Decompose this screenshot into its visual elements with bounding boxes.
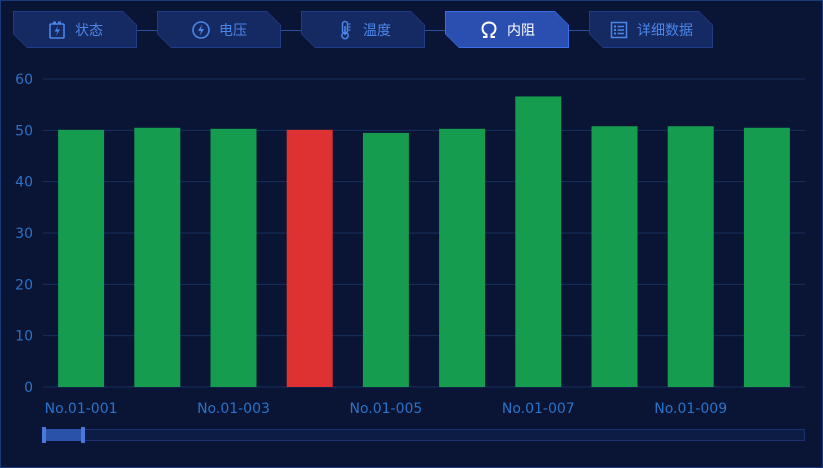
tab-resistance[interactable]: 内阻 bbox=[445, 11, 569, 48]
ohm-icon bbox=[479, 20, 499, 40]
bar-No.01-001 bbox=[58, 129, 105, 387]
y-tick-label: 50 bbox=[15, 123, 33, 139]
y-tick-label: 60 bbox=[15, 72, 33, 88]
bar-No.01-008 bbox=[591, 126, 638, 387]
x-tick-label: No.01-009 bbox=[654, 401, 727, 417]
tab-label: 内阻 bbox=[507, 22, 535, 39]
y-tick-label: 0 bbox=[24, 380, 33, 396]
tab-connector bbox=[425, 30, 449, 31]
x-tick-label: No.01-005 bbox=[349, 401, 422, 417]
chart-canvas: 0 10 20 30 40 50 60 No.01-001 No.01-003 No.01-005… bbox=[15, 72, 805, 417]
zoom-slider-left-handle[interactable] bbox=[42, 427, 46, 443]
bar-No.01-004 bbox=[286, 129, 333, 387]
tab-temperature[interactable]: 温度 bbox=[301, 11, 425, 48]
bar-No.01-002 bbox=[134, 127, 181, 388]
tab-label: 温度 bbox=[363, 22, 391, 39]
zoom-slider-window[interactable] bbox=[43, 429, 84, 441]
list-detail-icon bbox=[609, 20, 629, 40]
lightning-circle-icon bbox=[191, 20, 211, 40]
tab-voltage[interactable]: 电压 bbox=[157, 11, 281, 48]
bar-No.01-005 bbox=[362, 132, 409, 387]
tab-status[interactable]: 状态 bbox=[13, 11, 137, 48]
y-tick-label: 40 bbox=[15, 175, 33, 191]
bar-No.01-006 bbox=[439, 128, 486, 387]
bar-No.01-009 bbox=[667, 126, 714, 387]
zoom-slider-right-handle[interactable] bbox=[81, 427, 85, 443]
bar-No.01-010 bbox=[743, 127, 790, 388]
chart-zoom-slider[interactable] bbox=[43, 429, 805, 441]
y-tick-label: 20 bbox=[15, 277, 33, 293]
resistance-bar-chart: 0 10 20 30 40 50 60 No.01-001 No.01-003 No.01-005… bbox=[1, 57, 823, 427]
bar-No.01-003 bbox=[210, 128, 257, 387]
x-tick-label: No.01-003 bbox=[197, 401, 270, 417]
tab-connector bbox=[137, 30, 161, 31]
tab-label: 状态 bbox=[75, 22, 103, 39]
tab-connector bbox=[569, 30, 593, 31]
x-tick-label: No.01-007 bbox=[502, 401, 575, 417]
thermometer-icon bbox=[335, 20, 355, 40]
tab-connector bbox=[281, 30, 305, 31]
bar-No.01-007 bbox=[515, 96, 562, 387]
tab-label: 详细数据 bbox=[637, 22, 693, 39]
tab-details[interactable]: 详细数据 bbox=[589, 11, 713, 48]
y-tick-label: 10 bbox=[15, 329, 33, 345]
y-tick-label: 30 bbox=[15, 226, 33, 242]
battery-charging-icon bbox=[47, 20, 67, 40]
tab-bar: 状态 电压 温度 内阻 bbox=[1, 1, 823, 57]
x-tick-label: No.01-001 bbox=[45, 401, 118, 417]
tab-label: 电压 bbox=[219, 22, 247, 39]
